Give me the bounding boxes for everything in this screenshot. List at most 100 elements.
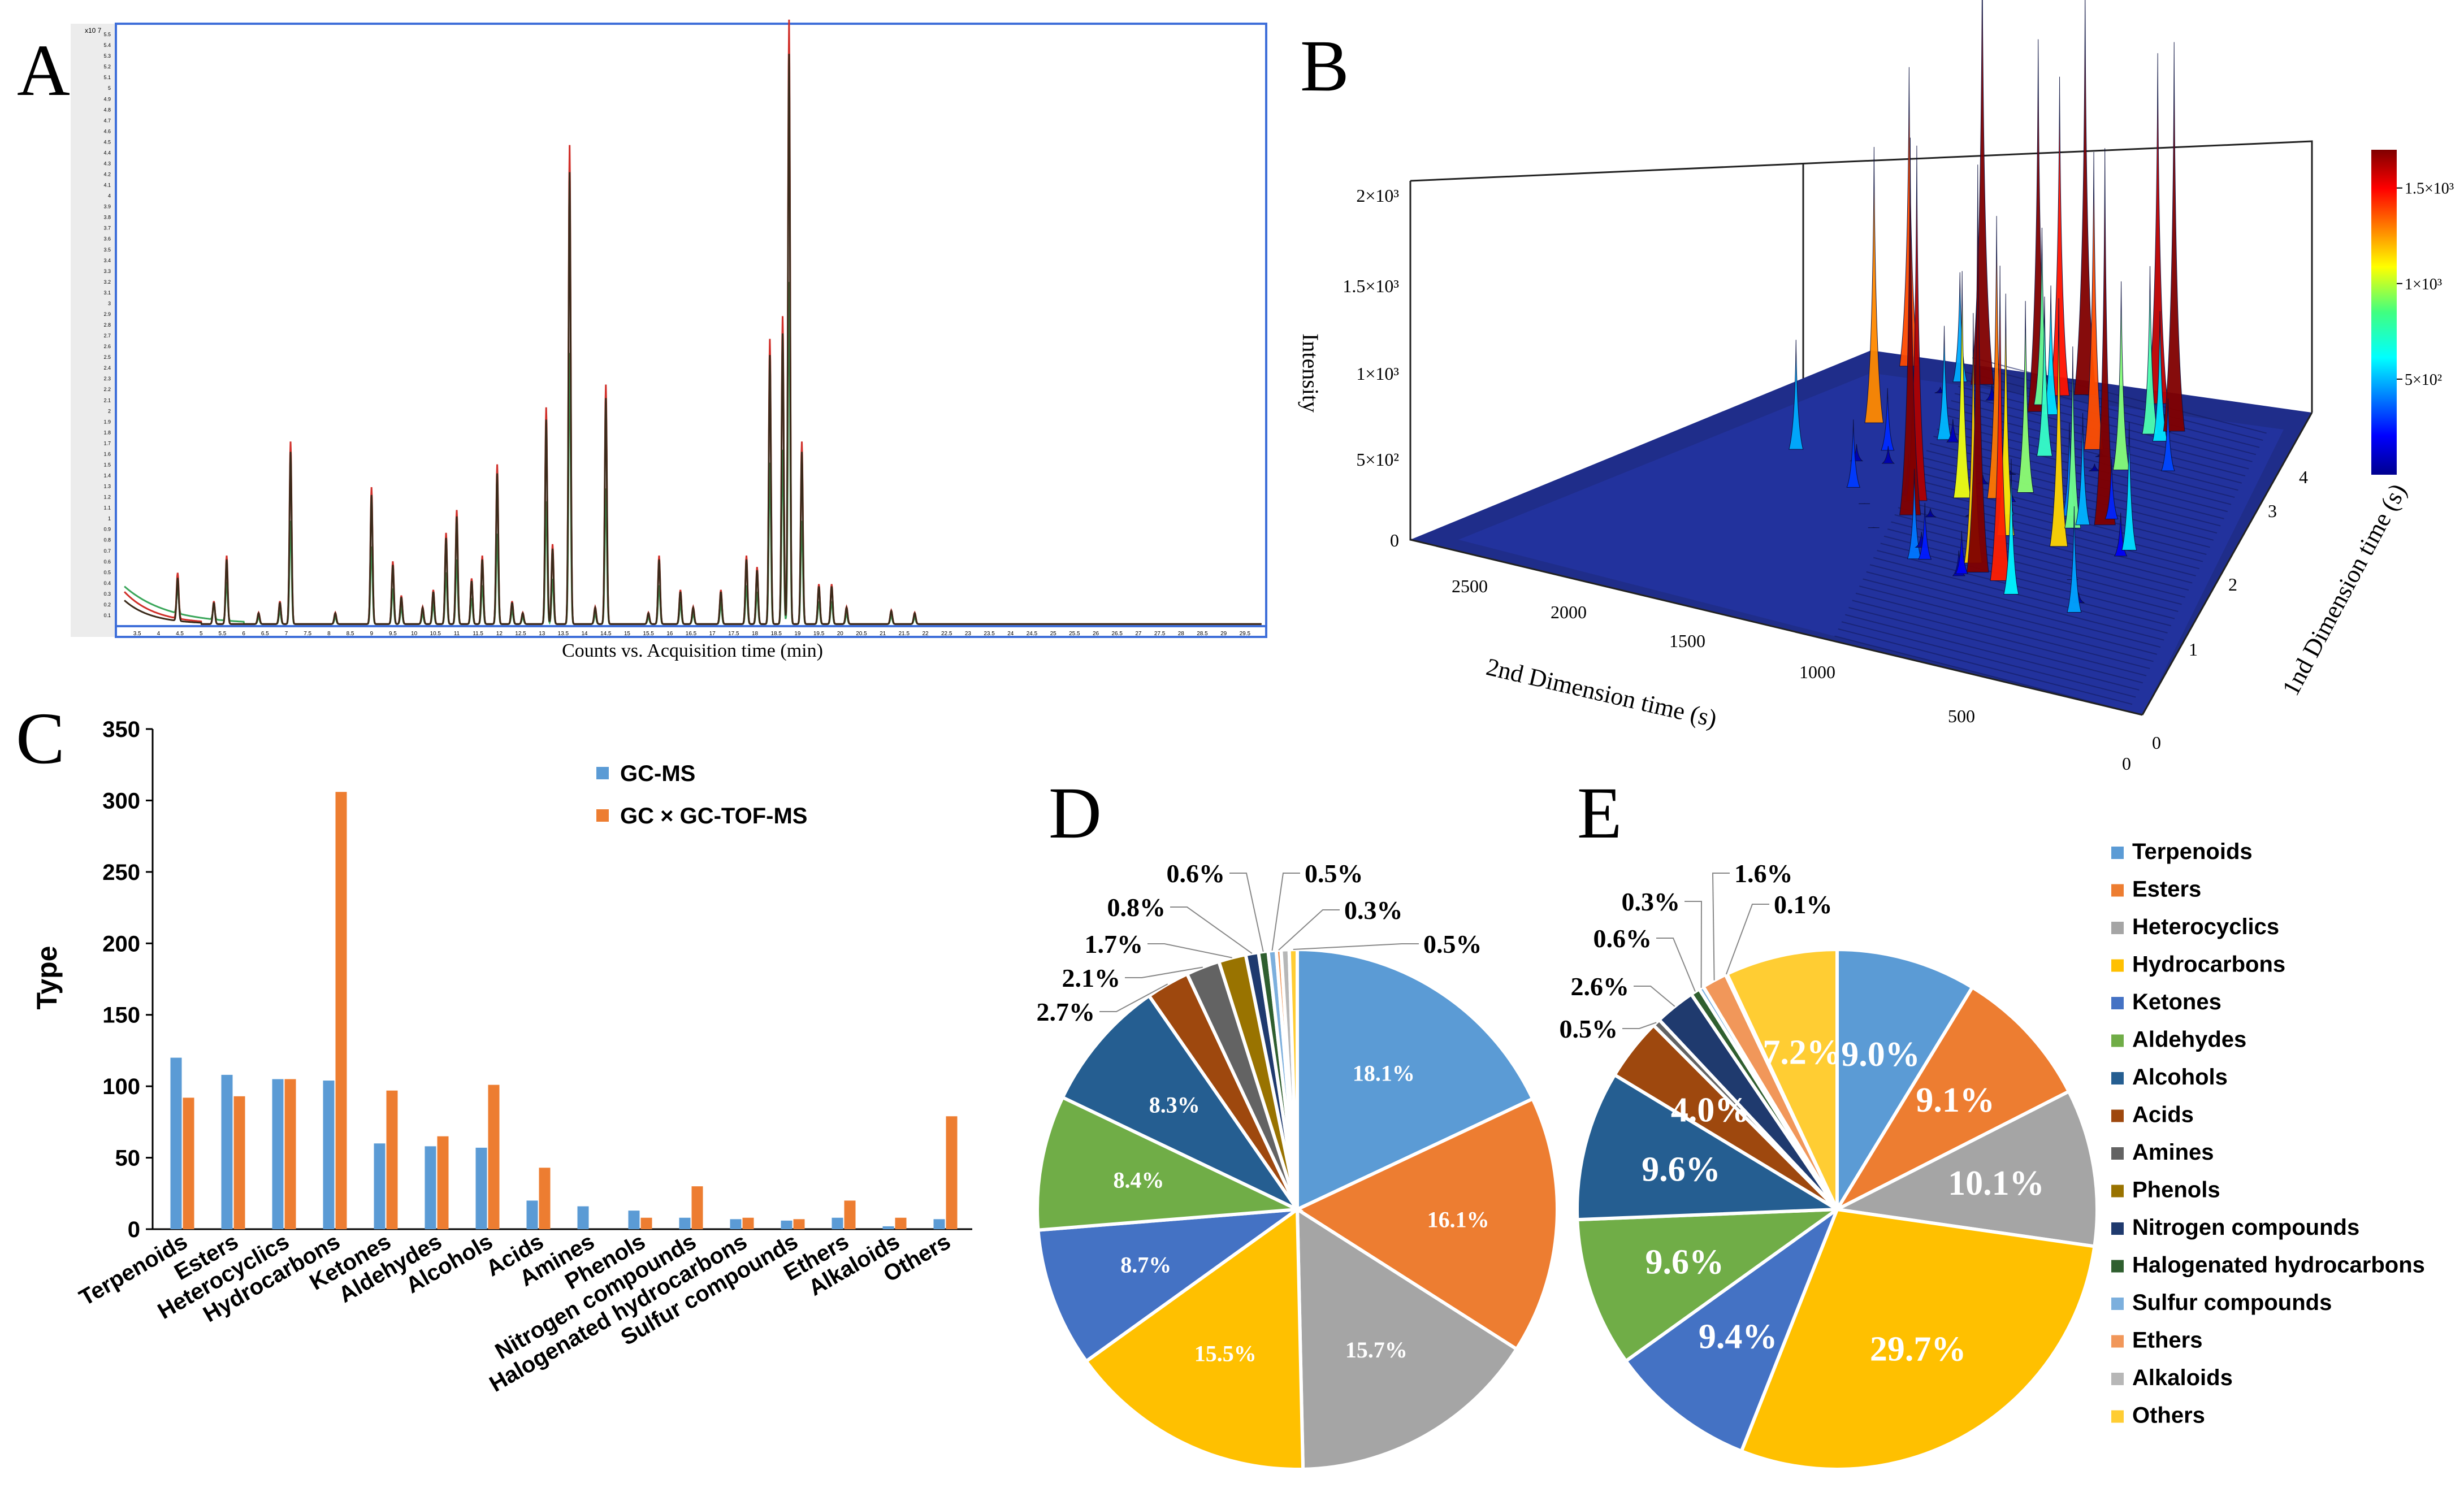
a-x-tick: 22 xyxy=(922,631,929,637)
c-y-tick: 200 xyxy=(102,931,140,956)
b-peak xyxy=(1937,326,1952,440)
legend-swatch-gcms xyxy=(596,767,609,779)
a-y-tick: 0.1 xyxy=(103,613,111,618)
b-peak xyxy=(2017,301,2034,493)
a-x-tick: 24.5 xyxy=(1027,631,1038,637)
e-legend-swatch xyxy=(2111,1034,2124,1047)
panel-b-x-label: 2nd Dimension time (s) xyxy=(1484,653,1720,732)
a-y-tick: 1.3 xyxy=(103,484,111,489)
b-peak xyxy=(1924,508,1937,518)
panel-a-trace-dark xyxy=(124,54,1262,625)
b-peak xyxy=(1918,502,1932,560)
a-x-tick: 4.5 xyxy=(176,631,184,637)
a-y-tick: 4.1 xyxy=(103,183,111,188)
a-x-tick: 27 xyxy=(1135,631,1142,637)
panel-b-y-ticks: 0 1 2 3 4 xyxy=(2152,467,2308,753)
a-x-tick: 16.5 xyxy=(686,631,697,637)
panel-e-letter: E xyxy=(1577,773,1622,854)
panel-b-z-label: Intensity xyxy=(1298,333,1323,413)
panel-e-pie: E 9.0% 9.1% 10.1% 29.7% 9.4% 9.6% 9.6% 4.0% 7.2%… xyxy=(1560,773,2425,1471)
e-legend-swatch xyxy=(2111,1373,2124,1385)
c-bar xyxy=(183,1097,194,1229)
a-x-tick: 25.5 xyxy=(1069,631,1080,637)
a-y-tick: 2.5 xyxy=(103,354,111,360)
c-bar xyxy=(488,1084,500,1229)
b-peak xyxy=(2142,266,2158,435)
c-bar xyxy=(425,1146,436,1229)
pie-label-outside: 0.5% xyxy=(1560,1014,1618,1043)
b-ridge xyxy=(1877,550,2172,627)
panel-d-labels: 18.1% 16.1% 15.7% 15.5% 8.7% 8.4% 8.3% 2.7% 2.1%… xyxy=(1037,859,1489,1366)
a-y-tick: 3.1 xyxy=(103,290,111,296)
a-y-tick: 4.3 xyxy=(103,160,111,166)
c-bar xyxy=(221,1074,233,1229)
a-y-tick: 5.3 xyxy=(103,53,111,59)
pie-label-inside: 15.5% xyxy=(1194,1341,1257,1366)
a-y-tick: 4.9 xyxy=(103,96,111,102)
e-legend-label: Phenols xyxy=(2132,1178,2220,1203)
b-peak xyxy=(2049,298,2068,547)
a-x-tick: 18.5 xyxy=(771,631,782,637)
a-x-tick: 16 xyxy=(666,631,673,637)
b-y-tick: 2 xyxy=(2228,574,2237,595)
a-x-tick: 12.5 xyxy=(515,631,526,637)
a-x-tick: 9.5 xyxy=(389,631,397,637)
panel-c-y-label: Type xyxy=(31,946,63,1010)
pie-slice xyxy=(1036,1095,1304,1232)
b-z-tick: 2×10³ xyxy=(1356,185,1399,206)
c-bar xyxy=(793,1219,805,1229)
legend-swatch-gcxgc xyxy=(596,809,609,822)
b-cb-tick: 1×10³ xyxy=(2405,276,2442,293)
a-x-tick: 17.5 xyxy=(728,631,739,637)
panel-c-y-ticks: 0 50 100 150 200 250 300 350 xyxy=(102,717,153,1242)
c-y-tick: 50 xyxy=(115,1146,141,1171)
a-y-tick: 2 xyxy=(108,408,111,414)
b-ridge xyxy=(1869,564,2164,641)
pie-label-outside: 1.6% xyxy=(1734,859,1793,888)
a-y-tick: 0.9 xyxy=(103,527,111,532)
e-legend-label: Amines xyxy=(2132,1140,2214,1165)
a-y-tick: 3.7 xyxy=(103,225,111,231)
pie-leader xyxy=(1712,873,1730,981)
a-y-tick: 1.1 xyxy=(103,505,111,511)
a-x-tick: 21.5 xyxy=(899,631,910,637)
e-legend-swatch xyxy=(2111,1260,2124,1273)
e-legend-swatch xyxy=(2111,1222,2124,1235)
b-peak xyxy=(2049,76,2070,396)
pie-leader xyxy=(1147,943,1232,958)
a-y-tick: 3 xyxy=(108,301,111,306)
a-x-tick: 7.5 xyxy=(304,631,311,637)
b-ridge xyxy=(1902,500,2196,576)
pie-slice xyxy=(1725,947,1839,1211)
c-bar xyxy=(539,1168,551,1229)
pie-label-outside: 2.1% xyxy=(1062,964,1121,992)
a-y-tick: 2.8 xyxy=(103,322,111,328)
a-y-tick: 2.6 xyxy=(103,344,111,349)
pie-label-inside: 9.6% xyxy=(1642,1151,1721,1189)
a-y-tick: 2.7 xyxy=(103,333,111,339)
panel-b-colorbar xyxy=(2371,150,2397,475)
panel-a-y-exponent: x10 7 xyxy=(85,27,102,34)
a-x-tick: 19 xyxy=(794,631,801,637)
panel-b-axes xyxy=(1410,412,2313,716)
pie-label-inside: 8.7% xyxy=(1120,1252,1171,1278)
pie-leader xyxy=(1278,909,1340,951)
a-y-tick: 5.2 xyxy=(103,64,111,70)
a-x-tick: 11.5 xyxy=(473,631,483,637)
a-x-tick: 13 xyxy=(539,631,545,637)
c-bar xyxy=(475,1147,487,1229)
pie-leader xyxy=(1229,873,1264,952)
a-x-tick: 20.5 xyxy=(856,631,867,637)
pie-slice xyxy=(1623,1204,1841,1454)
a-y-tick: 2.4 xyxy=(103,365,111,371)
a-x-tick: 6.5 xyxy=(261,631,269,637)
c-bar xyxy=(526,1200,538,1229)
pie-label-outside: 0.3% xyxy=(1622,887,1681,916)
a-y-tick: 3.6 xyxy=(103,236,111,242)
c-y-tick: 300 xyxy=(102,788,140,813)
a-y-tick: 3.5 xyxy=(103,247,111,253)
a-x-tick: 29 xyxy=(1220,631,1227,637)
pie-label-inside: 9.4% xyxy=(1699,1318,1778,1356)
b-cb-tick: 5×10² xyxy=(2405,371,2442,389)
e-legend-label: Sulfur compounds xyxy=(2132,1290,2332,1315)
